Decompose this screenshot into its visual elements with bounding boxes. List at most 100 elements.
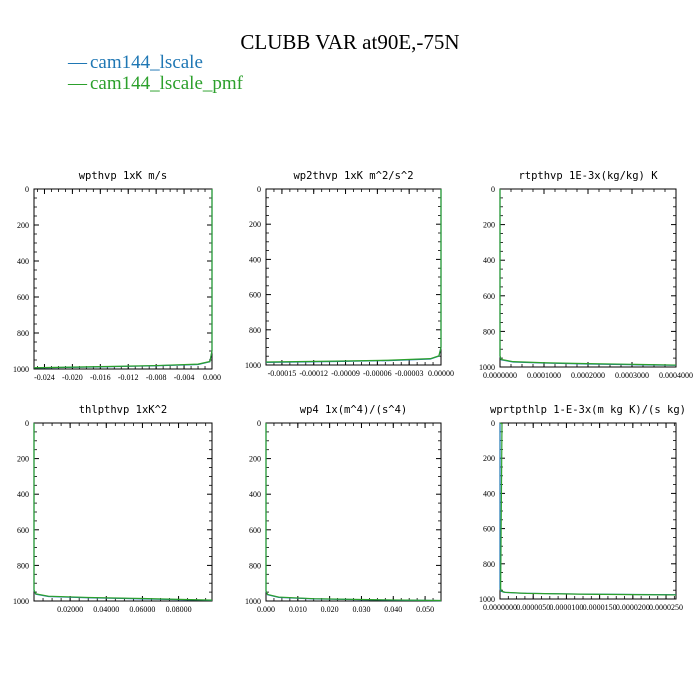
x-tick-label: -0.012 xyxy=(118,373,139,382)
y-tick-label: 1000 xyxy=(13,597,29,606)
x-tick-label: 0.040 xyxy=(384,605,402,614)
x-tick-label: 0.020 xyxy=(321,605,339,614)
plot-frame xyxy=(33,422,213,602)
panel-title: wp2thvp 1xK m^2/s^2 xyxy=(293,170,413,182)
x-tick-label: 0.0004000 xyxy=(659,371,693,380)
chart-panel: wprtpthlp 1-E-3x(m kg K)/(s kg) 0 200 400 60… xyxy=(479,404,686,612)
x-tick-label: -0.00012 xyxy=(299,369,328,378)
y-tick-label: 200 xyxy=(249,455,261,464)
x-tick-label: 0.0000000 xyxy=(483,603,517,612)
series-line xyxy=(499,423,677,596)
y-tick-label: 800 xyxy=(249,561,261,570)
x-tick-label: 0.00000 xyxy=(428,369,454,378)
series-line xyxy=(33,423,213,601)
series-line xyxy=(499,189,677,366)
panel-title: wpthvp 1xK m/s xyxy=(79,170,168,182)
y-tick-label: 800 xyxy=(249,326,261,335)
y-tick-label: 400 xyxy=(17,490,29,499)
x-tick-label: 0.000 xyxy=(257,605,275,614)
panel-title: thlpthvp 1xK^2 xyxy=(79,404,168,416)
y-tick-label: 600 xyxy=(249,291,261,300)
series-line xyxy=(265,423,442,602)
y-tick-label: 600 xyxy=(17,526,29,535)
x-tick-label: 0.0000050 xyxy=(516,603,550,612)
series-line xyxy=(33,189,213,369)
y-tick-label: 600 xyxy=(483,525,495,534)
y-tick-label: 1000 xyxy=(245,597,261,606)
y-tick-label: 1000 xyxy=(479,595,495,604)
x-tick-label: 0.02000 xyxy=(57,605,83,614)
x-tick-label: 0.050 xyxy=(416,605,434,614)
x-tick-label: 0.0001000 xyxy=(527,371,561,380)
x-tick-label: 0.000 xyxy=(203,373,221,382)
x-tick-label: -0.00003 xyxy=(395,369,424,378)
y-tick-label: 1000 xyxy=(479,363,495,372)
x-tick-label: -0.020 xyxy=(62,373,83,382)
y-tick-label: 600 xyxy=(483,292,495,301)
series-line xyxy=(33,189,213,369)
y-tick-label: 0 xyxy=(25,185,29,194)
y-tick-label: 0 xyxy=(257,419,261,428)
chart-panel: wpthvp 1xK m/s 0 200 400 600 800 1000 -0.024 -0.… xyxy=(13,170,221,382)
x-tick-label: -0.004 xyxy=(174,373,195,382)
series-line xyxy=(499,189,677,366)
x-tick-label: 0.010 xyxy=(289,605,307,614)
y-tick-label: 800 xyxy=(483,327,495,336)
y-tick-label: 0 xyxy=(257,185,261,194)
series-line xyxy=(499,422,677,596)
x-tick-label: 0.030 xyxy=(352,605,370,614)
x-tick-label: 0.06000 xyxy=(129,605,155,614)
figure-title: CLUBB VAR at90E,-75N xyxy=(240,30,459,54)
chart-panel: thlpthvp 1xK^2 0 200 400 600 800 1000 0.02000 0.… xyxy=(13,404,213,614)
x-tick-label: 0.0000000 xyxy=(483,371,517,380)
y-tick-label: 0 xyxy=(25,419,29,428)
y-tick-label: 1000 xyxy=(13,365,29,374)
panel-title: wp4 1x(m^4)/(s^4) xyxy=(300,404,407,416)
y-tick-label: 0 xyxy=(491,419,495,428)
legend-label: cam144_lscale_pmf xyxy=(90,73,244,94)
x-tick-label: -0.00006 xyxy=(363,369,392,378)
y-tick-label: 400 xyxy=(483,256,495,265)
chart-panel: wp2thvp 1xK m^2/s^2 0 200 400 600 800 1000 -0.0… xyxy=(245,170,454,378)
x-tick-label: 0.0000200 xyxy=(616,603,650,612)
y-tick-label: 400 xyxy=(249,255,261,264)
y-tick-label: 400 xyxy=(483,489,495,498)
panel-title: rtpthvp 1E-3x(kg/kg) K xyxy=(518,170,658,182)
y-tick-label: 0 xyxy=(491,185,495,194)
y-tick-label: 1000 xyxy=(245,361,261,370)
panels: wpthvp 1xK m/s 0 200 400 600 800 1000 -0.024 -0.… xyxy=(13,170,693,614)
y-tick-label: 400 xyxy=(249,490,261,499)
series-line xyxy=(265,189,442,363)
x-tick-label: 0.0000150 xyxy=(583,603,617,612)
plot-frame xyxy=(265,422,442,602)
y-tick-label: 200 xyxy=(249,220,261,229)
legend-marker: — xyxy=(67,73,88,94)
series-line xyxy=(265,423,442,602)
x-tick-label: 0.08000 xyxy=(166,605,192,614)
y-tick-label: 200 xyxy=(17,221,29,230)
plot-frame xyxy=(33,188,213,370)
x-tick-label: -0.024 xyxy=(34,373,55,382)
series-line xyxy=(33,423,213,601)
x-tick-label: 0.0003000 xyxy=(615,371,649,380)
x-tick-label: 0.0000250 xyxy=(649,603,683,612)
chart-panel: rtpthvp 1E-3x(kg/kg) K020040060080010000… xyxy=(479,170,693,380)
y-tick-label: 400 xyxy=(17,257,29,266)
x-tick-label: 0.0000100 xyxy=(549,603,583,612)
legend: — cam144_lscale — cam144_lscale_pmf xyxy=(67,52,244,94)
y-tick-label: 200 xyxy=(483,221,495,230)
y-tick-label: 800 xyxy=(17,561,29,570)
plot-frame xyxy=(499,422,677,600)
legend-label: cam144_lscale xyxy=(90,52,203,73)
y-tick-label: 200 xyxy=(483,454,495,463)
x-tick-label: -0.008 xyxy=(146,373,167,382)
y-tick-label: 800 xyxy=(483,560,495,569)
y-tick-label: 200 xyxy=(17,455,29,464)
y-tick-label: 600 xyxy=(249,526,261,535)
panel-title: wprtpthlp 1-E-3x(m kg K)/(s kg) xyxy=(490,404,686,416)
y-tick-label: 800 xyxy=(17,329,29,338)
series-line xyxy=(265,189,442,363)
plot-frame xyxy=(265,188,442,366)
